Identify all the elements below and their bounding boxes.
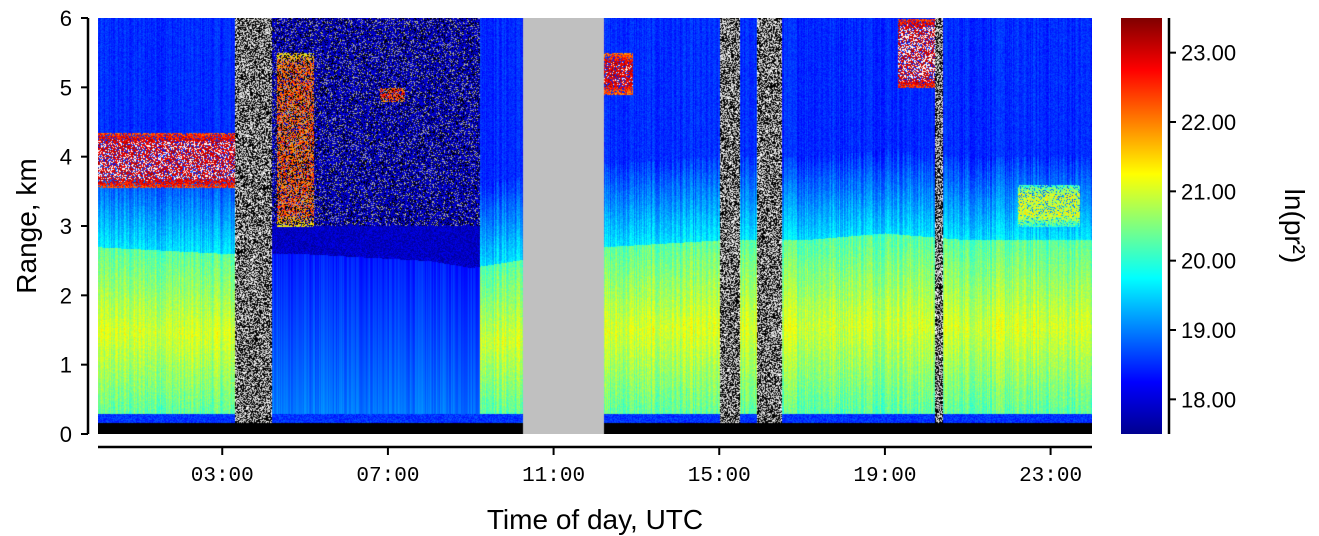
- colorbar-tick-label: 19.00: [1181, 318, 1236, 343]
- x-tick-label: 07:00: [356, 465, 419, 488]
- heatmap-raster: [98, 18, 1092, 434]
- colorbar-tick-label: 23.00: [1181, 41, 1236, 66]
- colorbar-tick-label: 18.00: [1181, 387, 1236, 412]
- y-tick-label: 1: [60, 353, 72, 378]
- y-tick-label: 2: [60, 283, 72, 308]
- y-tick-label: 3: [60, 214, 72, 239]
- x-tick-label: 19:00: [853, 465, 916, 488]
- y-tick-label: 4: [60, 145, 72, 170]
- colorbar-gradient: [1121, 18, 1162, 434]
- x-axis: 03:00 07:00 11:00 15:00 19:00 23:00: [98, 445, 1092, 488]
- colorbar-title: ln(pr²): [1279, 189, 1310, 264]
- y-tick-label: 0: [60, 422, 72, 447]
- colorbar-tick-label: 22.00: [1181, 110, 1236, 135]
- colorbar-tick-label: 21.00: [1181, 179, 1236, 204]
- y-tick-label: 6: [60, 6, 72, 31]
- y-tick-label: 5: [60, 75, 72, 100]
- y-axis: 0 1 2 3 4 5 6: [60, 6, 90, 447]
- heatmap-image: [98, 18, 1092, 434]
- x-tick-label: 23:00: [1019, 465, 1082, 488]
- colorbar-tick-label: 20.00: [1181, 249, 1236, 274]
- x-tick-label: 15:00: [688, 465, 751, 488]
- x-axis-title: Time of day, UTC: [487, 504, 703, 535]
- y-axis-title: Range, km: [11, 158, 42, 293]
- x-tick-label: 11:00: [522, 465, 585, 488]
- x-tick-label: 03:00: [191, 465, 254, 488]
- colorbar: 18.00 19.00 20.00 21.00 22.00 23.00 ln(pr²): [1121, 18, 1310, 434]
